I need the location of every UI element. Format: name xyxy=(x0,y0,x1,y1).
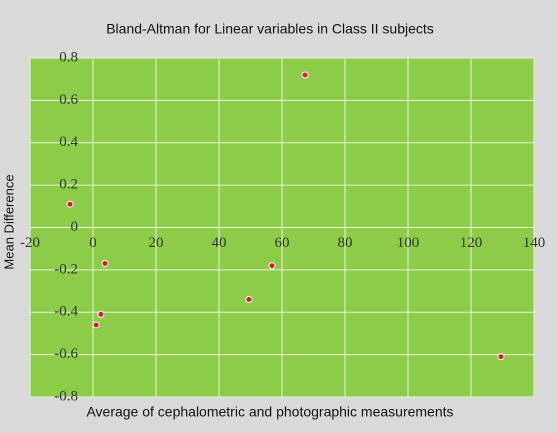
y-tick-label: -0.4 xyxy=(54,304,78,320)
point xyxy=(101,260,109,268)
point xyxy=(66,200,74,208)
x-tick-label: 140 xyxy=(523,235,546,251)
y-axis-title: Mean Difference xyxy=(1,174,16,269)
y-tick-label: 0.2 xyxy=(59,177,78,193)
y-tick-label: -0.6 xyxy=(54,346,78,362)
x-tick-label: 80 xyxy=(338,235,353,251)
y-tick-label: 0.4 xyxy=(59,134,78,150)
x-tick-label: 0 xyxy=(89,235,97,251)
point xyxy=(268,262,276,270)
y-tick-label: -0.8 xyxy=(54,388,78,404)
point xyxy=(497,353,505,361)
x-tick-label: 20 xyxy=(149,235,164,251)
point xyxy=(301,71,309,79)
y-tick-label: 0.6 xyxy=(59,92,78,108)
x-tick-label: 60 xyxy=(275,235,290,251)
y-tick-label: 0 xyxy=(71,219,79,235)
y-tick-label: 0.8 xyxy=(59,49,78,65)
x-tick-label: 40 xyxy=(212,235,227,251)
point xyxy=(245,296,253,304)
y-tick-label: -0.2 xyxy=(54,261,78,277)
x-tick-label: 100 xyxy=(397,235,420,251)
x-axis-title: Average of cephalometric and photographi… xyxy=(86,404,453,420)
point xyxy=(92,321,100,329)
x-tick-label: 120 xyxy=(460,235,483,251)
point xyxy=(97,310,105,318)
chart-title: Bland-Altman for Linear variables in Cla… xyxy=(106,21,434,37)
x-tick-label: -20 xyxy=(20,235,40,251)
